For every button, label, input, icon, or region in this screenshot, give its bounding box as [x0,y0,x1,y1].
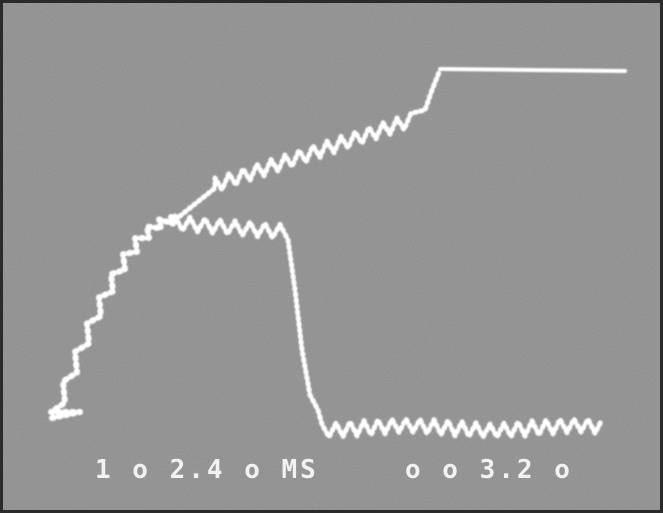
page: 1 o 2.4 o MS o o 3.2 o (() => { const da… [0,0,663,513]
upper-trace-flat [440,69,625,71]
readout-left: 1 o 2.4 o MS [95,455,319,485]
oscilloscope-screen: 1 o 2.4 o MS o o 3.2 o [0,0,663,513]
readout-right: o o 3.2 o [405,455,573,485]
